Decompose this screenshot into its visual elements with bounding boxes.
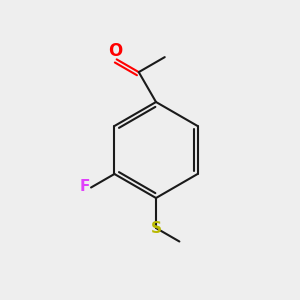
Text: O: O xyxy=(108,42,122,60)
Text: F: F xyxy=(80,179,90,194)
Text: S: S xyxy=(151,221,161,236)
